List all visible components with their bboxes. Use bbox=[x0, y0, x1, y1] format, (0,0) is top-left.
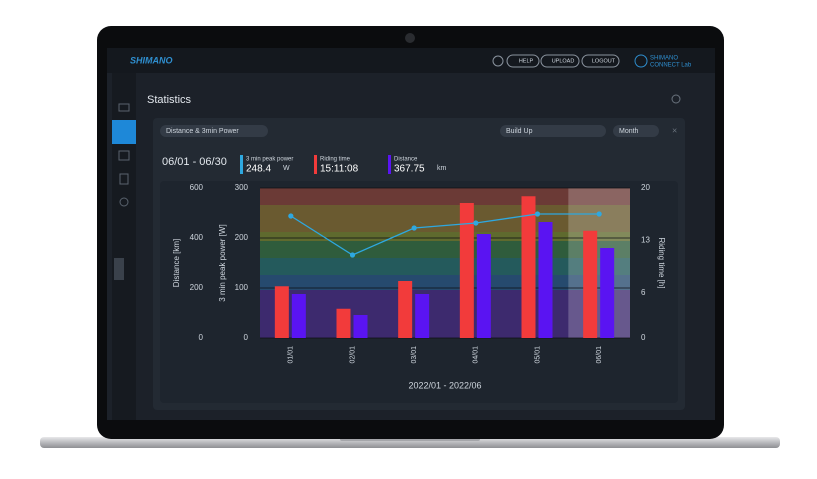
y-tick-label: 300 bbox=[235, 183, 249, 192]
y3-tick-label: 0 bbox=[199, 333, 204, 342]
y3-tick-label: 600 bbox=[190, 183, 204, 192]
selected-period bbox=[568, 188, 630, 338]
sidebar-toggle[interactable] bbox=[114, 258, 124, 280]
mode-select-text: Build Up bbox=[506, 128, 533, 135]
nav-button-label: HELP bbox=[519, 58, 534, 64]
x-tick-label: 02/01 bbox=[349, 346, 356, 364]
bar bbox=[274, 286, 289, 338]
nav-button[interactable] bbox=[540, 54, 580, 68]
line-point bbox=[473, 220, 479, 226]
nav-button[interactable] bbox=[506, 54, 540, 68]
y2-tick-label: 0 bbox=[641, 333, 646, 342]
y-tick-label: 0 bbox=[244, 333, 249, 342]
chart-select-text: Distance & 3min Power bbox=[166, 128, 239, 135]
summary-color-bar bbox=[240, 155, 243, 174]
summary-value: 15:11:08 bbox=[320, 164, 359, 175]
period-select-text: Month bbox=[619, 128, 639, 135]
zone-band bbox=[260, 258, 630, 275]
bar bbox=[521, 196, 536, 338]
summary-range: 06/01 - 06/30 bbox=[162, 156, 227, 168]
y-tick-label: 100 bbox=[235, 283, 249, 292]
sidebar-item-active[interactable] bbox=[112, 120, 136, 144]
bar bbox=[538, 222, 553, 338]
y-tick-label: 200 bbox=[235, 233, 249, 242]
chart-select[interactable] bbox=[160, 125, 268, 137]
product-sub: CONNECT Lab bbox=[650, 63, 692, 69]
nav-button-label: UPLOAD bbox=[552, 58, 575, 64]
sidebar-item[interactable] bbox=[119, 173, 129, 185]
zone-band bbox=[260, 205, 630, 232]
bar bbox=[583, 230, 598, 338]
bar bbox=[415, 294, 430, 338]
period-select[interactable] bbox=[613, 125, 659, 137]
line-point bbox=[596, 211, 602, 217]
line-point bbox=[349, 252, 356, 258]
x-tick-label: 04/01 bbox=[473, 346, 480, 364]
nav-button[interactable] bbox=[581, 54, 620, 68]
x-tick-label: 05/01 bbox=[534, 346, 541, 364]
y2-tick-label: 20 bbox=[641, 183, 650, 192]
x-axis-title: 2022/01 - 2022/06 bbox=[408, 380, 481, 390]
zone-band bbox=[260, 290, 630, 338]
bar bbox=[476, 234, 491, 338]
x-tick-label: 01/01 bbox=[288, 346, 295, 364]
brand: SHIMANO bbox=[130, 55, 173, 65]
summary-label: Riding time bbox=[320, 157, 351, 163]
y-axis-title: 3 min peak power [W] bbox=[218, 224, 227, 301]
page-title: Statistics bbox=[147, 94, 192, 106]
summary-unit: km bbox=[437, 165, 447, 172]
summary-label: 3 min peak power bbox=[246, 157, 293, 163]
line-point bbox=[534, 211, 541, 217]
bar bbox=[353, 315, 368, 338]
bar bbox=[600, 248, 615, 338]
laptop-base bbox=[40, 437, 780, 448]
camera bbox=[405, 33, 415, 43]
close-button[interactable]: × bbox=[672, 125, 677, 135]
summary-unit: W bbox=[283, 165, 290, 172]
summary-color-bar bbox=[388, 155, 391, 174]
y3-tick-label: 400 bbox=[190, 233, 204, 242]
y2-tick-label: 6 bbox=[641, 288, 646, 297]
bar bbox=[459, 203, 474, 338]
nav-button-label: LOGOUT bbox=[592, 58, 616, 64]
product-logo bbox=[634, 54, 648, 68]
notification-icon[interactable] bbox=[492, 55, 504, 67]
bar bbox=[291, 294, 306, 338]
y2-tick-label: 13 bbox=[641, 236, 650, 245]
line bbox=[290, 213, 600, 256]
top-nav bbox=[107, 48, 715, 73]
sidebar-item[interactable] bbox=[118, 150, 130, 161]
sidebar-item[interactable] bbox=[118, 103, 130, 112]
summary-label: Distance bbox=[394, 157, 418, 163]
line-point bbox=[288, 213, 294, 219]
bar bbox=[398, 281, 413, 338]
line-point bbox=[411, 225, 417, 231]
x-tick-label: 03/01 bbox=[411, 346, 418, 364]
mode-select[interactable] bbox=[500, 125, 606, 137]
product-name: SHIMANO bbox=[650, 56, 678, 62]
summary-value: 367.75 bbox=[394, 164, 425, 175]
y2-axis-title: Riding time [h] bbox=[657, 237, 666, 288]
summary-color-bar bbox=[314, 155, 317, 174]
y3-tick-label: 200 bbox=[190, 283, 204, 292]
zone-band bbox=[260, 188, 630, 205]
sidebar-item[interactable] bbox=[119, 197, 129, 207]
summary-value: 248.4 bbox=[246, 164, 271, 175]
zone-band bbox=[260, 232, 630, 241]
x-tick-label: 06/01 bbox=[596, 346, 603, 364]
search-icon[interactable] bbox=[671, 94, 681, 104]
zone-band bbox=[260, 275, 630, 290]
bar bbox=[336, 308, 351, 338]
y3-axis-title: Distance [km] bbox=[172, 239, 181, 287]
